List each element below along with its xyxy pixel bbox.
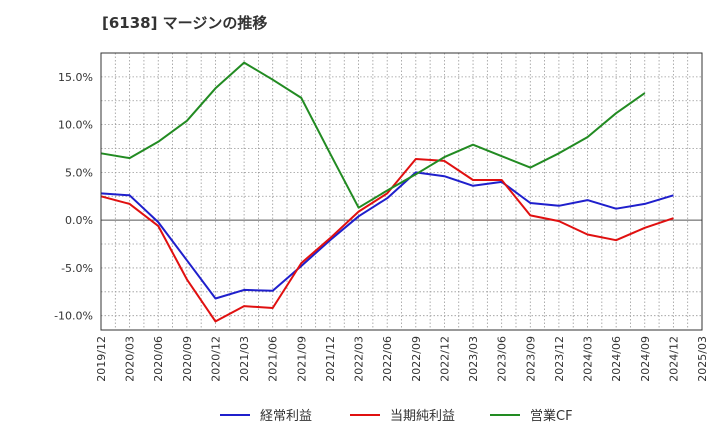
y-tick-label: -10.0%: [54, 310, 93, 323]
legend-label: 経常利益: [260, 409, 312, 424]
x-tick-label: 2021/09: [295, 336, 308, 382]
x-tick-label: 2023/09: [524, 336, 537, 382]
x-axis-ticks: 2019/12 2020/03 2020/06 2020/09 2020/12 2021/…: [95, 336, 709, 382]
series-line: [100, 158, 674, 323]
series-lines: [100, 61, 674, 323]
grid: [101, 53, 702, 330]
x-tick-label: 2022/09: [410, 336, 423, 382]
x-tick-label: 2021/03: [238, 336, 251, 382]
legend-label: 当期純利益: [390, 409, 455, 424]
x-tick-label: 2024/09: [639, 336, 652, 382]
y-tick-label: 15.0%: [58, 71, 93, 84]
x-tick-label: 2020/12: [209, 336, 222, 382]
x-tick-label: 2025/03: [696, 336, 709, 382]
x-tick-label: 2020/03: [124, 336, 137, 382]
x-tick-label: 2023/06: [496, 336, 509, 382]
legend-label: 営業CF: [530, 408, 573, 424]
y-tick-label: 5.0%: [65, 166, 93, 179]
y-tick-label: -5.0%: [61, 262, 93, 275]
x-tick-label: 2024/12: [667, 336, 680, 382]
x-tick-label: 2022/03: [353, 336, 366, 382]
y-tick-label: 10.0%: [58, 119, 93, 132]
x-tick-label: 2020/06: [152, 336, 165, 382]
y-axis-ticks: 15.0% 10.0% 5.0% 0.0% -5.0% -10.0%: [54, 71, 93, 323]
chart-title: [6138] マージンの推移: [102, 14, 267, 32]
x-tick-label: 2020/09: [181, 336, 194, 382]
x-tick-label: 2022/12: [438, 336, 451, 382]
x-tick-label: 2023/03: [467, 336, 480, 382]
x-tick-label: 2019/12: [95, 336, 108, 382]
y-tick-label: 0.0%: [65, 214, 93, 227]
legend: 経常利益 当期純利益 営業CF: [220, 408, 573, 424]
x-tick-label: 2023/12: [553, 336, 566, 382]
x-tick-label: 2022/06: [381, 336, 394, 382]
series-line: [100, 61, 646, 209]
series-line: [100, 171, 674, 300]
plot-frame: [100, 52, 703, 331]
x-tick-label: 2024/06: [610, 336, 623, 382]
x-tick-label: 2021/06: [267, 336, 280, 382]
x-tick-label: 2024/03: [582, 336, 595, 382]
x-tick-label: 2021/12: [324, 336, 337, 382]
